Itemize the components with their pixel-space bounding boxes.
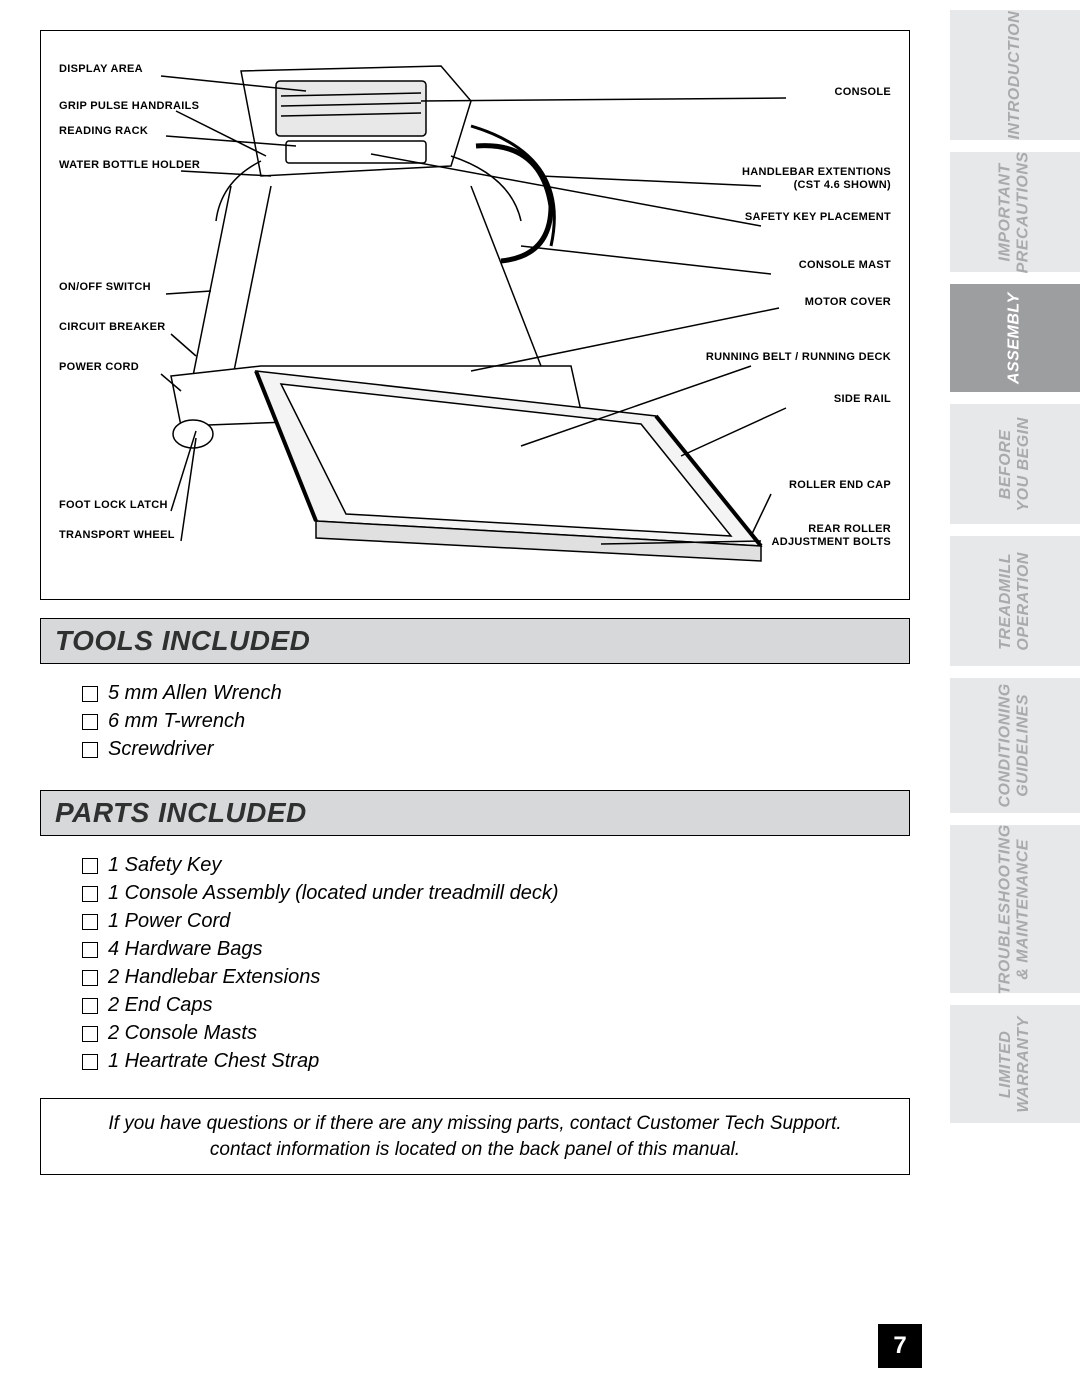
checkbox[interactable] — [82, 886, 98, 902]
section-tab[interactable]: TREADMILLOPERATION — [950, 536, 1080, 666]
checklist-item: 4 Hardware Bags — [82, 938, 910, 961]
diagram-label: WATER BOTTLE HOLDER — [59, 159, 200, 171]
tab-label: BEFOREYOU BEGIN — [997, 417, 1034, 511]
checkbox[interactable] — [82, 858, 98, 874]
section-tab[interactable]: CONDITIONINGGUIDELINES — [950, 678, 1080, 813]
checkbox[interactable] — [82, 942, 98, 958]
diagram-label: TRANSPORT WHEEL — [59, 529, 175, 541]
parts-header: PARTS INCLUDED — [40, 790, 910, 836]
checklist-item: 5 mm Allen Wrench — [82, 682, 910, 705]
checklist-item: 1 Console Assembly (located under treadm… — [82, 882, 910, 905]
checklist-label: 2 Handlebar Extensions — [108, 966, 320, 989]
checkbox[interactable] — [82, 742, 98, 758]
checkbox[interactable] — [82, 1026, 98, 1042]
checklist-item: 2 Console Masts — [82, 1022, 910, 1045]
diagram-label: CONSOLE — [835, 86, 892, 98]
diagram-label: DISPLAY AREA — [59, 63, 143, 75]
checklist-item: 6 mm T-wrench — [82, 710, 910, 733]
diagram-label: POWER CORD — [59, 361, 139, 373]
diagram-label: ON/OFF SWITCH — [59, 281, 151, 293]
checkbox[interactable] — [82, 686, 98, 702]
checklist-label: Screwdriver — [108, 738, 214, 761]
checklist-label: 1 Console Assembly (located under treadm… — [108, 882, 559, 905]
tools-header: TOOLS INCLUDED — [40, 618, 910, 664]
section-tab[interactable]: IMPORTANTPRECAUTIONS — [950, 152, 1080, 272]
diagram-label: FOOT LOCK LATCH — [59, 499, 168, 511]
section-tab[interactable]: INTRODUCTION — [950, 10, 1080, 140]
diagram-label: MOTOR COVER — [805, 296, 891, 308]
checklist-label: 2 End Caps — [108, 994, 213, 1017]
checklist-label: 2 Console Masts — [108, 1022, 257, 1045]
checkbox[interactable] — [82, 970, 98, 986]
checklist-item: 2 End Caps — [82, 994, 910, 1017]
checklist-label: 6 mm T-wrench — [108, 710, 245, 733]
checklist-item: 1 Safety Key — [82, 854, 910, 877]
checklist-label: 1 Safety Key — [108, 854, 221, 877]
section-tab[interactable]: LIMITEDWARRANTY — [950, 1005, 1080, 1123]
tools-checklist: 5 mm Allen Wrench 6 mm T-wrench Screwdrive… — [40, 676, 910, 772]
diagram-label: READING RACK — [59, 125, 148, 137]
checklist-item: 2 Handlebar Extensions — [82, 966, 910, 989]
tab-label: TROUBLESHOOTING& MAINTENANCE — [997, 824, 1034, 994]
checklist-label: 1 Heartrate Chest Strap — [108, 1050, 319, 1073]
tab-label: CONDITIONINGGUIDELINES — [997, 683, 1034, 807]
diagram-label: CONSOLE MAST — [799, 259, 891, 271]
checklist-item: Screwdriver — [82, 738, 910, 761]
checkbox[interactable] — [82, 1054, 98, 1070]
support-note: If you have questions or if there are an… — [40, 1098, 910, 1175]
checkbox[interactable] — [82, 714, 98, 730]
page-content: DISPLAY AREA GRIP PULSE HANDRAILS READING … — [40, 30, 910, 1360]
tab-label: INTRODUCTION — [1006, 11, 1024, 140]
checklist-item: 1 Power Cord — [82, 910, 910, 933]
diagram-label: GRIP PULSE HANDRAILS — [59, 100, 199, 112]
diagram-label: ROLLER END CAP — [789, 479, 891, 491]
checklist-label: 1 Power Cord — [108, 910, 230, 933]
diagram-label: SAFETY KEY PLACEMENT — [745, 211, 891, 223]
checklist-label: 5 mm Allen Wrench — [108, 682, 282, 705]
page-number: 7 — [878, 1324, 922, 1368]
tab-label: ASSEMBLY — [1006, 292, 1024, 384]
section-tabs: INTRODUCTION IMPORTANTPRECAUTIONS ASSEMBLY… — [950, 10, 1080, 1123]
section-tab[interactable]: ASSEMBLY — [950, 284, 1080, 392]
checkbox[interactable] — [82, 914, 98, 930]
parts-checklist: 1 Safety Key 1 Console Assembly (located … — [40, 848, 910, 1084]
checkbox[interactable] — [82, 998, 98, 1014]
section-tab[interactable]: BEFOREYOU BEGIN — [950, 404, 1080, 524]
checklist-label: 4 Hardware Bags — [108, 938, 263, 961]
diagram-label: REAR ROLLERADJUSTMENT BOLTS — [711, 523, 891, 548]
note-line2: contact information is located on the ba… — [59, 1137, 891, 1163]
diagram-label: HANDLEBAR EXTENTIONS(CST 4.6 SHOWN) — [711, 166, 891, 191]
checklist-item: 1 Heartrate Chest Strap — [82, 1050, 910, 1073]
treadmill-illustration — [121, 46, 831, 591]
tab-label: TREADMILLOPERATION — [997, 552, 1034, 650]
parts-header-text: PARTS INCLUDED — [55, 797, 895, 829]
treadmill-diagram: DISPLAY AREA GRIP PULSE HANDRAILS READING … — [40, 30, 910, 600]
tab-label: LIMITEDWARRANTY — [997, 1016, 1034, 1112]
tab-label: IMPORTANTPRECAUTIONS — [997, 151, 1034, 273]
tools-header-text: TOOLS INCLUDED — [55, 625, 895, 657]
diagram-label: SIDE RAIL — [834, 393, 891, 405]
section-tab[interactable]: TROUBLESHOOTING& MAINTENANCE — [950, 825, 1080, 993]
note-line1: If you have questions or if there are an… — [59, 1111, 891, 1137]
diagram-label: CIRCUIT BREAKER — [59, 321, 166, 333]
diagram-label: RUNNING BELT / RUNNING DECK — [706, 351, 891, 363]
